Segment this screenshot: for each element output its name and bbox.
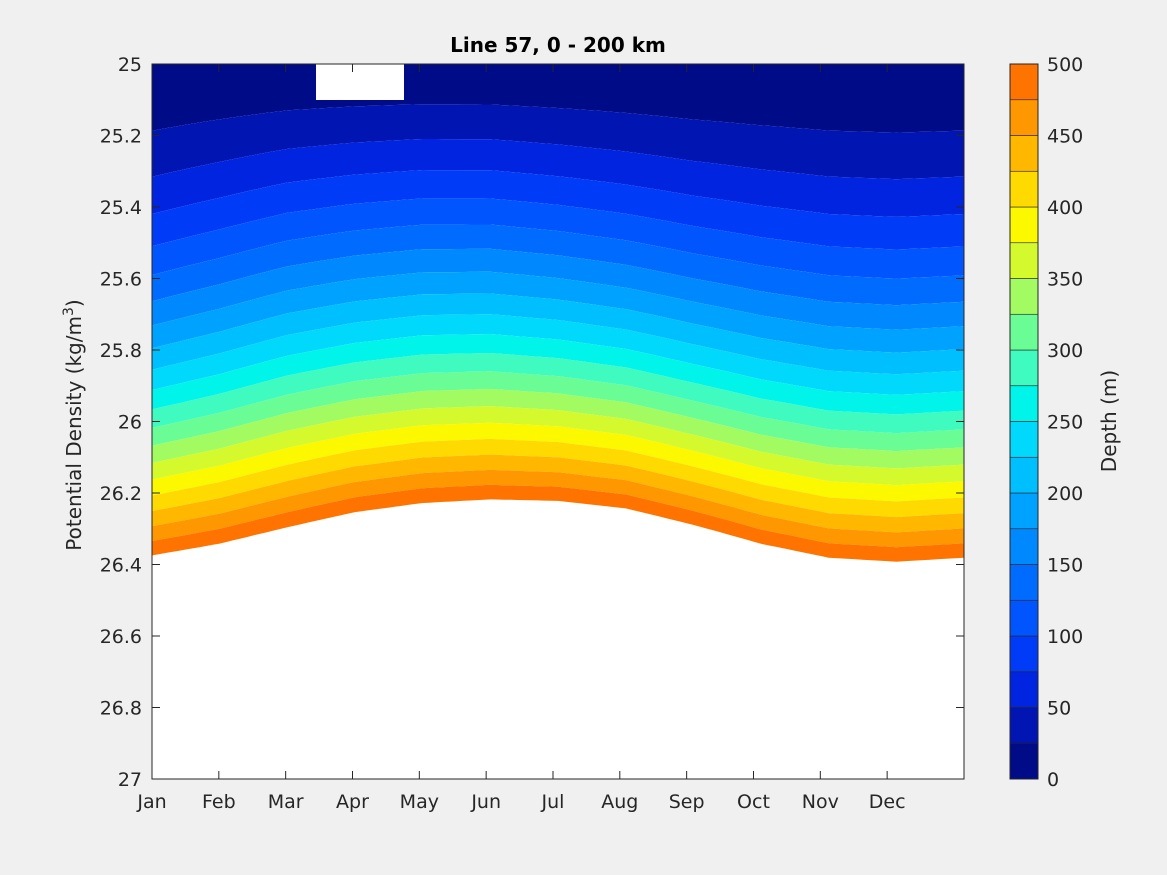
contour-band-425-450 xyxy=(152,454,964,533)
colorbar-cell xyxy=(1009,349,1039,387)
contour-band-125-150 xyxy=(152,224,964,306)
colorbar-tick-label: 0 xyxy=(1047,769,1059,791)
missing-data-patch xyxy=(316,64,404,100)
contour-band-475-500 xyxy=(152,484,964,562)
colorbar-tick-label: 200 xyxy=(1047,483,1083,505)
colorbar-tick-label: 450 xyxy=(1047,126,1083,148)
colorbar-cell xyxy=(1009,528,1039,565)
y-tick-label: 25.6 xyxy=(100,269,142,291)
colorbar-cell xyxy=(1009,742,1039,780)
colorbar-cell xyxy=(1009,456,1039,494)
contour-band-50-75 xyxy=(152,139,964,217)
colorbar-cell xyxy=(1009,671,1039,708)
contour-band-75-100 xyxy=(152,170,964,250)
y-tick-label: 26.8 xyxy=(100,698,142,720)
y-tick-label: 26.6 xyxy=(100,626,142,648)
y-tick-label: 25 xyxy=(118,54,142,76)
y-tick-label: 25.2 xyxy=(100,126,142,148)
colorbar-cell xyxy=(1009,99,1039,136)
contour-band-225-250 xyxy=(152,314,964,395)
colorbar-cell xyxy=(1009,313,1039,351)
y-axis-label: Potential Density (kg/m3) xyxy=(61,299,86,550)
x-axis: Jan Feb Mar Apr May Jun Jul Aug Sep Oct Nov Dec xyxy=(136,64,906,813)
contour-band-200-225 xyxy=(152,293,964,375)
colorbar-tick-label: 250 xyxy=(1047,412,1083,434)
colorbar-tick-label: 300 xyxy=(1047,340,1083,362)
x-tick-label: May xyxy=(400,791,439,813)
colorbar-cell xyxy=(1009,707,1039,744)
x-tick-label: Feb xyxy=(202,791,236,813)
chart-title: Line 57, 0 - 200 km xyxy=(450,33,666,57)
colorbar-cell xyxy=(1009,635,1039,673)
x-tick-label: Aug xyxy=(601,791,638,813)
colorbar-tick-label: 100 xyxy=(1047,626,1083,648)
colorbar-cell xyxy=(1009,278,1039,315)
contour-band-150-175 xyxy=(152,248,964,330)
contour-band-100-125 xyxy=(152,198,964,279)
colorbar-cell xyxy=(1009,170,1039,208)
colorbar-tick-label: 50 xyxy=(1047,698,1071,720)
colorbar-cell xyxy=(1009,206,1039,244)
x-tick-label: Sep xyxy=(669,791,705,813)
colorbar-cell xyxy=(1009,492,1039,530)
contour-band-375-400 xyxy=(152,422,964,502)
contour-band-300-325 xyxy=(152,371,964,452)
x-tick-label: Mar xyxy=(268,791,304,813)
colorbar-tick-label: 150 xyxy=(1047,555,1083,577)
y-tick-label: 26 xyxy=(118,412,142,434)
colorbar-tick-label: 500 xyxy=(1047,54,1083,76)
colorbar-cell xyxy=(1009,564,1039,601)
contour-band-450-475 xyxy=(152,469,964,548)
x-tick-label: Dec xyxy=(869,791,906,813)
colorbar-cell xyxy=(1009,135,1039,172)
colorbar-tick-label: 350 xyxy=(1047,269,1083,291)
colorbar-cell xyxy=(1009,385,1039,422)
x-tick-label: Oct xyxy=(737,791,770,813)
colorbar-cell xyxy=(1009,599,1039,637)
contour-bands xyxy=(152,64,964,562)
y-tick-label: 27 xyxy=(118,769,142,791)
contour-band-175-200 xyxy=(152,271,964,353)
y-axis-label-superscript: 3 xyxy=(61,307,77,316)
x-tick-label: Jun xyxy=(470,791,501,813)
x-tick-label: Jul xyxy=(541,791,565,813)
colorbar: 0 50 100 150 200 250 300 350 400 450 500 Depth (m) xyxy=(1009,54,1121,791)
contour-band-275-300 xyxy=(152,353,964,434)
colorbar-frame xyxy=(1009,63,1039,780)
contour-band-325-350 xyxy=(152,389,964,469)
colorbar-ticks: 0 50 100 150 200 250 300 350 400 450 500 xyxy=(1047,54,1083,791)
colorbar-cell xyxy=(1009,421,1039,458)
x-tick-label: Apr xyxy=(336,791,369,813)
colorbar-cells xyxy=(1009,63,1039,780)
plot-area xyxy=(151,63,965,780)
x-tick-label: Jan xyxy=(136,791,166,813)
colorbar-cell xyxy=(1009,242,1039,279)
y-tick-label: 25.8 xyxy=(100,340,142,362)
y-tick-label: 25.4 xyxy=(100,197,142,219)
y-tick-label: 26.2 xyxy=(100,483,142,505)
contour-band-350-375 xyxy=(152,406,964,486)
colorbar-label: Depth (m) xyxy=(1097,370,1121,472)
y-tick-label: 26.4 xyxy=(100,555,142,577)
contour-band-25-50 xyxy=(152,104,964,180)
x-tick-label: Nov xyxy=(802,791,839,813)
colorbar-tick-label: 400 xyxy=(1047,197,1083,219)
colorbar-cell xyxy=(1009,63,1039,101)
contour-band-400-425 xyxy=(152,438,964,518)
y-axis: 25 25.2 25.4 25.6 25.8 26 26.2 26.4 26.6 26.8 27 xyxy=(100,54,964,791)
contour-band-250-275 xyxy=(152,334,964,415)
